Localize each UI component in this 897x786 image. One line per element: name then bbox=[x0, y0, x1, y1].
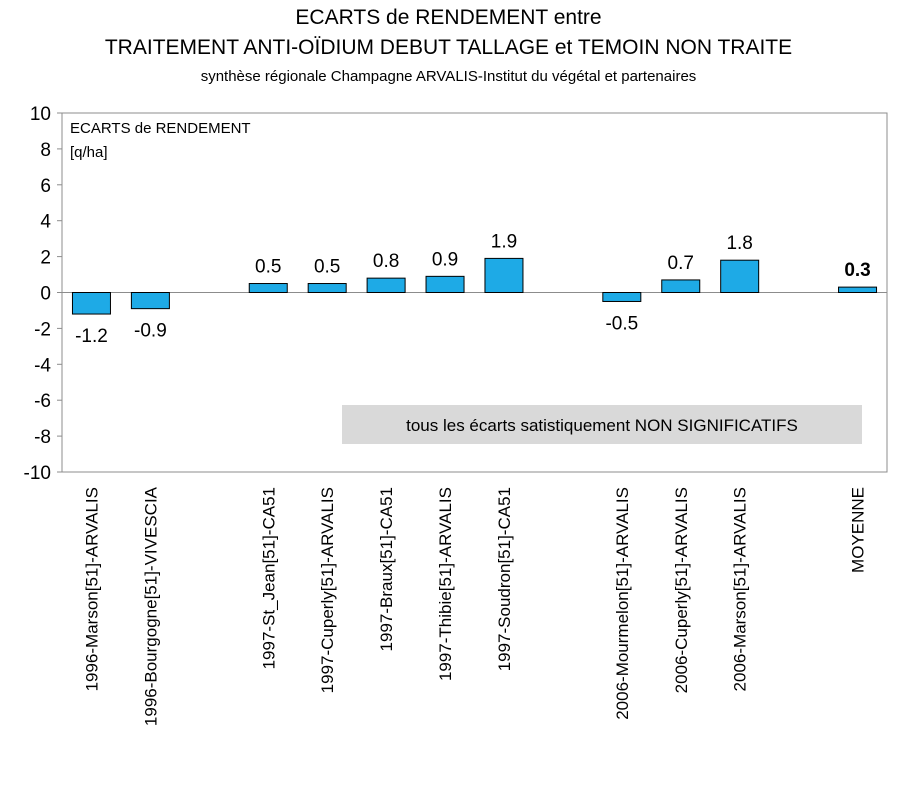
data-label: 0.3 bbox=[844, 260, 870, 281]
data-label: 0.5 bbox=[255, 257, 281, 278]
y-tick-label: 0 bbox=[40, 284, 51, 305]
x-category-label: 1997-Soudron[51]-CA51 bbox=[495, 487, 514, 671]
y-tick-label: 10 bbox=[30, 104, 51, 125]
chart-title-line1: ECARTS de RENDEMENT entre bbox=[295, 6, 602, 29]
bar bbox=[602, 292, 642, 302]
inner-y-label-line1: ECARTS de RENDEMENT bbox=[70, 120, 251, 137]
y-tick-label: 6 bbox=[40, 176, 51, 197]
chart-subtitle: synthèse régionale Champagne ARVALIS-Ins… bbox=[200, 68, 697, 85]
data-label: 1.9 bbox=[491, 231, 517, 252]
note-text: tous les écarts satistiquement NON SIGNI… bbox=[406, 416, 798, 435]
y-tick-label: 2 bbox=[40, 248, 51, 269]
bar bbox=[425, 275, 465, 294]
y-axis-ticks: 10 8 6 4 2 0 -2 -4 -6 -8 -10 bbox=[24, 104, 62, 484]
y-tick-label: -8 bbox=[34, 427, 51, 448]
bar bbox=[366, 277, 406, 294]
x-category-label: 2006-Marson[51]-ARVALIS bbox=[731, 487, 750, 691]
bar bbox=[71, 292, 111, 315]
data-label: 0.9 bbox=[432, 249, 458, 270]
y-tick-label: -10 bbox=[24, 463, 51, 484]
x-category-label: 2006-Cuperly[51]-ARVALIS bbox=[672, 487, 691, 693]
bar bbox=[720, 259, 760, 294]
x-category-label: 1996-Bourgogne[51]-VIVESCIA bbox=[141, 486, 160, 726]
y-tick-label: -2 bbox=[34, 319, 51, 340]
note-box bbox=[342, 405, 862, 444]
x-category-label: 1996-Marson[51]-ARVALIS bbox=[82, 487, 101, 691]
x-category-label: 1997-Braux[51]-CA51 bbox=[377, 487, 396, 651]
data-label: -1.2 bbox=[75, 326, 108, 347]
y-tick-label: 4 bbox=[40, 212, 51, 233]
data-label: 1.8 bbox=[726, 233, 752, 254]
bar bbox=[838, 286, 878, 293]
x-category-label: MOYENNE bbox=[849, 487, 868, 573]
bar bbox=[248, 283, 288, 293]
y-tick-label: -6 bbox=[34, 391, 51, 412]
bar bbox=[484, 257, 524, 293]
data-label: 0.8 bbox=[373, 251, 399, 272]
bar bbox=[661, 279, 701, 293]
x-category-label: 1997-Thibie[51]-ARVALIS bbox=[436, 487, 455, 681]
data-label: -0.9 bbox=[134, 321, 167, 342]
bar bbox=[307, 283, 347, 293]
x-category-label: 1997-St_Jean[51]-CA51 bbox=[259, 487, 278, 669]
y-tick-label: 8 bbox=[40, 140, 51, 161]
x-category-label: 2006-Mourmelon[51]-ARVALIS bbox=[613, 487, 632, 720]
chart-title-line2: TRAITEMENT ANTI-OÏDIUM DEBUT TALLAGE et … bbox=[104, 36, 793, 59]
bar bbox=[130, 292, 170, 310]
x-category-label: 1997-Cuperly[51]-ARVALIS bbox=[318, 487, 337, 693]
data-labels: -1.2 -0.9 0.5 0.5 0.8 0.9 1.9 -0.5 0.7 1.8 0.3 bbox=[75, 231, 871, 347]
bar-series bbox=[71, 257, 878, 315]
data-label: -0.5 bbox=[605, 313, 638, 334]
data-label: 0.7 bbox=[668, 253, 694, 274]
y-tick-label: -4 bbox=[34, 355, 51, 376]
x-axis-category-labels: 1996-Marson[51]-ARVALIS 1996-Bourgogne[51… bbox=[82, 486, 867, 726]
data-label: 0.5 bbox=[314, 257, 340, 278]
inner-y-label-line2: [q/ha] bbox=[70, 144, 108, 161]
